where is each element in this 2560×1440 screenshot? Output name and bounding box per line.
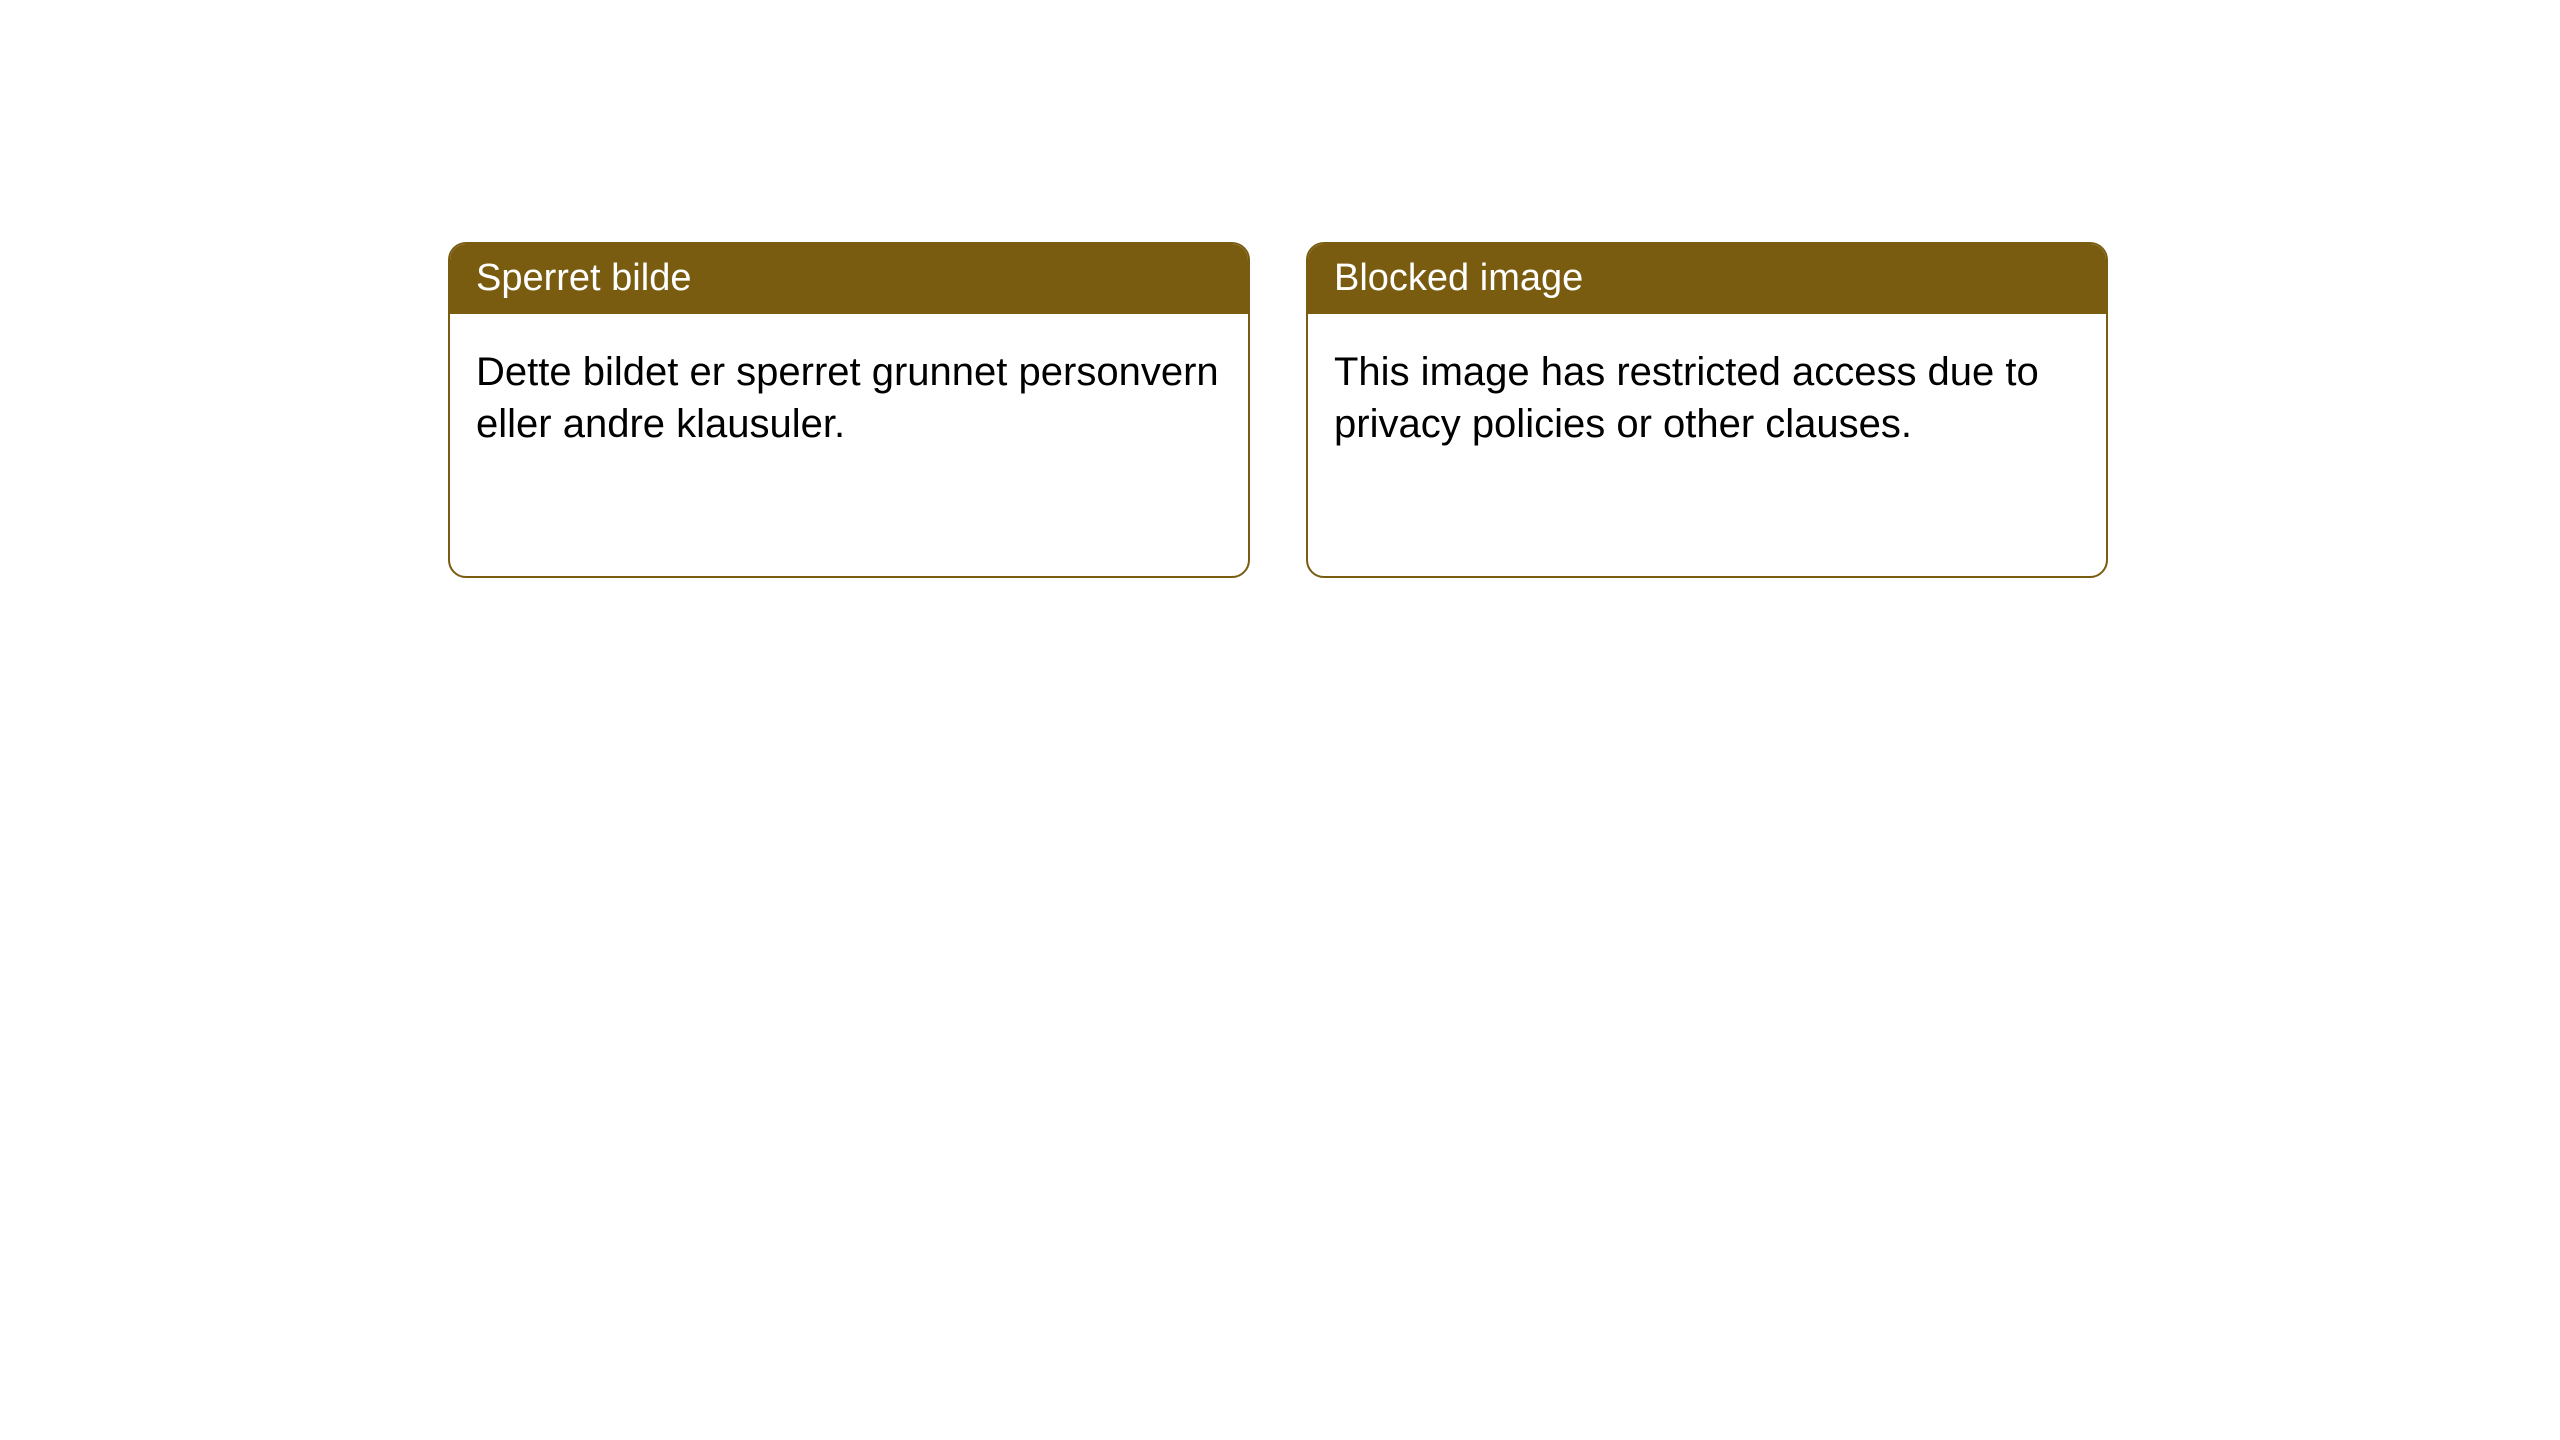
- card-body-text: Dette bildet er sperret grunnet personve…: [476, 350, 1219, 446]
- card-title: Blocked image: [1334, 257, 1583, 299]
- card-body: This image has restricted access due to …: [1308, 314, 2106, 482]
- notice-cards-container: Sperret bilde Dette bildet er sperret gr…: [448, 242, 2108, 578]
- card-title: Sperret bilde: [476, 257, 691, 299]
- notice-card-english: Blocked image This image has restricted …: [1306, 242, 2108, 578]
- card-body-text: This image has restricted access due to …: [1334, 350, 2039, 446]
- card-header: Blocked image: [1308, 244, 2106, 314]
- card-body: Dette bildet er sperret grunnet personve…: [450, 314, 1248, 482]
- notice-card-norwegian: Sperret bilde Dette bildet er sperret gr…: [448, 242, 1250, 578]
- card-header: Sperret bilde: [450, 244, 1248, 314]
